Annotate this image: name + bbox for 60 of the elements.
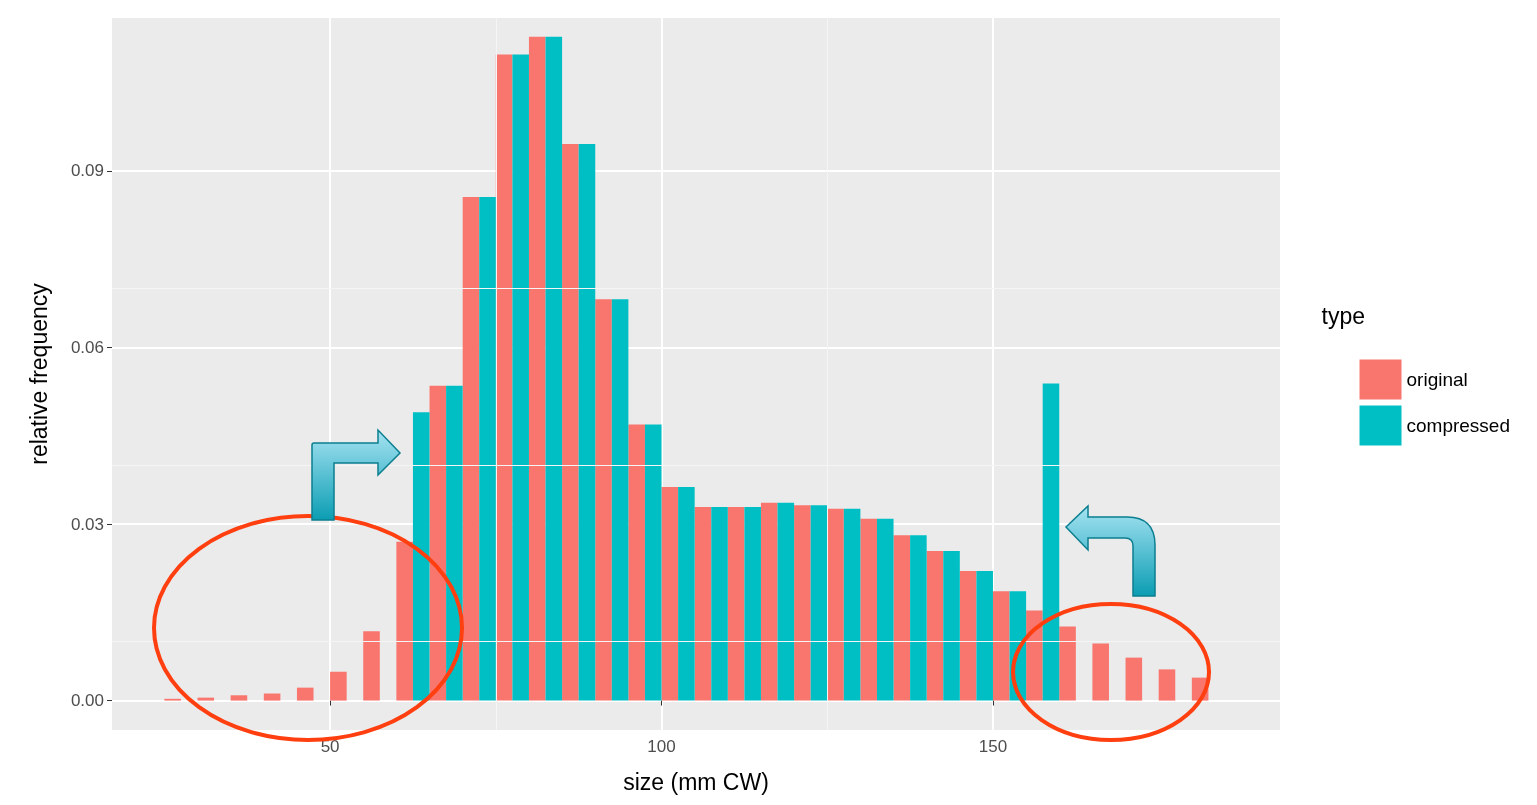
bar xyxy=(545,36,563,701)
bar xyxy=(810,505,828,701)
bar xyxy=(562,143,579,701)
y-tick-label: 0.06 xyxy=(70,338,104,358)
bar xyxy=(1125,657,1143,701)
bar xyxy=(197,697,215,701)
bar xyxy=(678,486,695,701)
bar xyxy=(794,505,811,701)
legend-label: original xyxy=(1406,369,1468,390)
x-tick-label: 100 xyxy=(647,737,676,756)
bar xyxy=(330,671,347,701)
bar xyxy=(1092,643,1109,701)
legend-label: compressed xyxy=(1406,415,1511,436)
bar xyxy=(943,551,960,701)
bar xyxy=(628,424,645,701)
bar xyxy=(976,571,993,701)
legend-title: type xyxy=(1321,302,1366,329)
bar xyxy=(777,502,795,701)
bar xyxy=(611,299,629,701)
bar xyxy=(1026,610,1043,701)
bar xyxy=(893,535,911,701)
bar xyxy=(412,412,430,701)
bar xyxy=(528,36,546,701)
y-tick-label: 0.00 xyxy=(70,691,104,711)
bar xyxy=(363,631,380,701)
x-tick-label: 150 xyxy=(978,737,1008,756)
bar xyxy=(827,508,844,701)
bar xyxy=(578,143,596,701)
bar xyxy=(263,693,281,701)
y-axis-title: relative frequency xyxy=(25,282,52,465)
bar xyxy=(843,508,861,701)
x-axis-title: size (mm CW) xyxy=(623,768,769,795)
bar xyxy=(876,518,894,701)
bar xyxy=(727,506,745,701)
bar xyxy=(644,424,662,701)
y-tick-label: 0.09 xyxy=(70,161,104,181)
bar xyxy=(744,506,761,701)
bar xyxy=(760,502,778,701)
bar xyxy=(1042,383,1060,701)
bar xyxy=(595,299,612,701)
bar xyxy=(462,196,480,701)
bar xyxy=(479,196,496,701)
bar xyxy=(429,385,447,701)
bar xyxy=(396,541,413,701)
bar xyxy=(230,695,248,701)
bar xyxy=(661,486,679,701)
bar xyxy=(1158,669,1176,701)
bar xyxy=(860,518,877,701)
y-tick-label: 0.03 xyxy=(70,514,104,534)
bar xyxy=(992,591,1010,701)
bar xyxy=(910,535,927,701)
bar xyxy=(512,54,529,701)
bar xyxy=(1059,626,1076,701)
bar xyxy=(694,506,712,701)
bar xyxy=(495,54,513,701)
bar xyxy=(446,385,463,701)
bar xyxy=(711,506,728,701)
bar xyxy=(296,687,314,701)
bar xyxy=(959,571,977,701)
bar xyxy=(926,551,944,701)
